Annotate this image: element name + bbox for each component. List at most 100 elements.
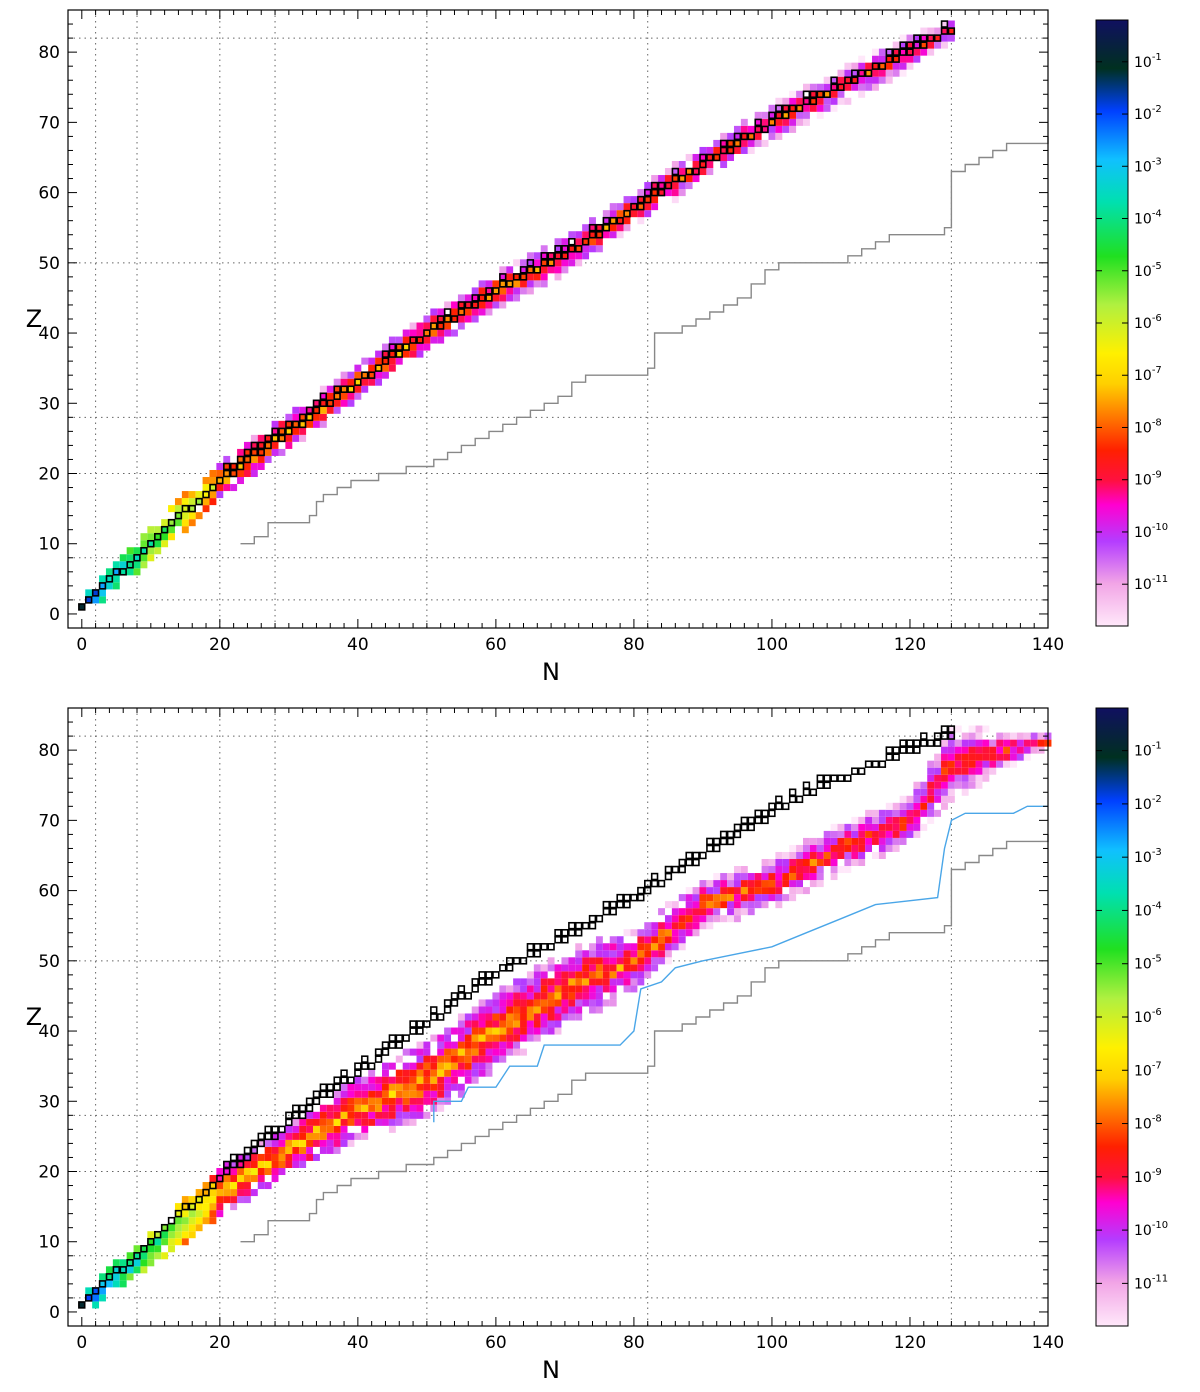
x-tick-label: 120 bbox=[894, 1333, 926, 1353]
abundance-cell bbox=[637, 196, 645, 204]
abundance-cell bbox=[526, 1006, 534, 1014]
abundance-cell bbox=[754, 880, 762, 888]
abundance-cell bbox=[457, 1027, 465, 1035]
abundance-cell bbox=[706, 153, 714, 161]
abundance-cell bbox=[471, 1069, 479, 1077]
abundance-cell bbox=[264, 1139, 272, 1147]
abundance-cell bbox=[851, 76, 859, 84]
abundance-cell bbox=[961, 760, 969, 768]
abundance-cell bbox=[699, 168, 707, 176]
abundance-cell bbox=[105, 1266, 113, 1274]
abundance-cell bbox=[651, 964, 659, 972]
abundance-cell bbox=[368, 1076, 376, 1084]
abundance-cell bbox=[809, 83, 817, 91]
abundance-cell bbox=[388, 364, 396, 372]
abundance-cell bbox=[181, 512, 189, 520]
abundance-cell bbox=[609, 943, 617, 951]
abundance-cell bbox=[375, 378, 383, 386]
abundance-cell bbox=[451, 315, 458, 323]
abundance-cell bbox=[112, 561, 120, 569]
abundance-cell bbox=[961, 739, 969, 747]
abundance-cell bbox=[837, 83, 845, 91]
stable-isotope-square bbox=[726, 139, 735, 148]
abundance-cell bbox=[140, 1266, 148, 1274]
abundance-cell bbox=[513, 1020, 521, 1028]
abundance-cell bbox=[920, 41, 928, 49]
abundance-cell bbox=[313, 399, 320, 407]
stable-isotope-square bbox=[754, 809, 762, 818]
abundance-cell bbox=[913, 802, 921, 810]
abundance-cell bbox=[644, 943, 652, 951]
abundance-cell bbox=[402, 1048, 410, 1056]
abundance-cell bbox=[616, 210, 624, 218]
abundance-cell bbox=[844, 858, 852, 867]
abundance-cell bbox=[451, 308, 458, 316]
abundance-cell bbox=[78, 603, 86, 611]
abundance-cell bbox=[444, 301, 452, 309]
stable-isotope-square bbox=[568, 238, 576, 246]
abundance-cell bbox=[306, 1153, 313, 1161]
abundance-cell bbox=[989, 767, 997, 775]
abundance-cell bbox=[554, 1006, 562, 1014]
abundance-cell bbox=[782, 858, 790, 867]
stable-isotope-square bbox=[105, 575, 114, 583]
abundance-cell bbox=[388, 357, 396, 365]
abundance-cell bbox=[872, 55, 879, 63]
abundance-cell bbox=[920, 781, 928, 789]
abundance-cell bbox=[147, 554, 155, 562]
abundance-cell bbox=[671, 189, 679, 197]
abundance-cell bbox=[388, 343, 396, 351]
abundance-cell bbox=[706, 894, 714, 902]
stable-isotope-square bbox=[243, 1153, 252, 1162]
stable-isotope-square bbox=[140, 547, 148, 555]
stable-isotope-square bbox=[485, 971, 493, 979]
abundance-cell bbox=[464, 1048, 472, 1056]
abundance-cell bbox=[637, 978, 645, 986]
abundance-cell bbox=[457, 301, 465, 309]
abundance-cell bbox=[195, 1189, 203, 1197]
abundance-cell bbox=[575, 992, 583, 1000]
abundance-cell bbox=[658, 950, 665, 958]
abundance-cell bbox=[464, 1041, 472, 1049]
abundance-cell bbox=[892, 41, 900, 49]
abundance-cell bbox=[1016, 739, 1024, 747]
abundance-cell bbox=[243, 469, 251, 478]
abundance-cell bbox=[174, 505, 182, 513]
abundance-cell bbox=[872, 76, 879, 84]
abundance-cell bbox=[671, 196, 679, 204]
abundance-cell bbox=[768, 118, 776, 126]
stable-isotope-square bbox=[851, 76, 859, 84]
abundance-cell bbox=[692, 915, 700, 923]
abundance-cell bbox=[809, 851, 817, 859]
stable-isotope-square bbox=[236, 462, 245, 471]
abundance-cell bbox=[354, 371, 362, 379]
abundance-cell bbox=[520, 999, 527, 1007]
abundance-cell bbox=[823, 83, 831, 91]
abundance-cell bbox=[754, 887, 762, 895]
abundance-cell bbox=[540, 252, 548, 260]
abundance-cell bbox=[319, 1139, 327, 1147]
abundance-cell bbox=[692, 901, 700, 909]
abundance-cell bbox=[561, 1013, 569, 1021]
abundance-cell bbox=[257, 1182, 265, 1190]
abundance-cell bbox=[623, 985, 631, 993]
abundance-cell bbox=[954, 746, 962, 754]
abundance-cell bbox=[768, 111, 776, 119]
abundance-cell bbox=[637, 203, 645, 211]
stable-isotope-square bbox=[243, 448, 252, 457]
abundance-cell bbox=[892, 837, 900, 845]
abundance-cell bbox=[292, 1139, 300, 1147]
abundance-cell bbox=[382, 343, 389, 351]
plot-area bbox=[68, 10, 1048, 628]
abundance-cell bbox=[230, 1160, 238, 1168]
abundance-cell bbox=[699, 887, 707, 895]
stable-isotope-square bbox=[650, 181, 659, 190]
abundance-cell bbox=[740, 866, 748, 874]
abundance-cell bbox=[651, 943, 659, 951]
abundance-cell bbox=[595, 964, 603, 972]
abundance-cell bbox=[968, 767, 976, 775]
abundance-cell bbox=[319, 392, 327, 400]
abundance-cell bbox=[947, 753, 955, 761]
abundance-cell bbox=[851, 844, 859, 852]
abundance-cell bbox=[485, 1062, 493, 1070]
